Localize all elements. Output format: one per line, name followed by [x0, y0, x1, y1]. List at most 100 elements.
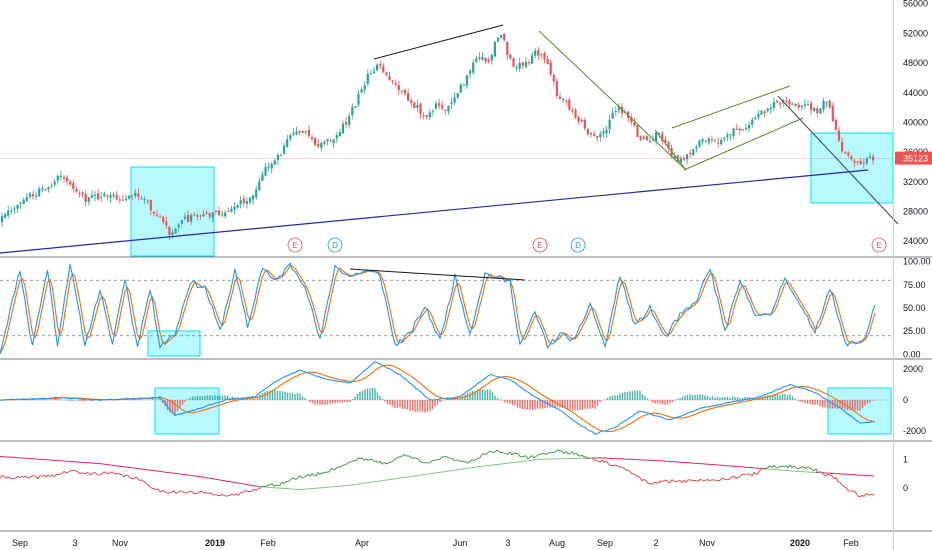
earnings-icon[interactable]: [871, 237, 887, 253]
candle[interactable]: [155, 209, 159, 218]
candle[interactable]: [81, 191, 84, 198]
candle[interactable]: [707, 136, 710, 146]
highlight-box[interactable]: [147, 330, 201, 357]
candle[interactable]: [642, 134, 645, 141]
candle[interactable]: [168, 225, 171, 241]
candle[interactable]: [744, 123, 748, 132]
candle[interactable]: [335, 132, 338, 144]
candle[interactable]: [75, 186, 78, 194]
candle[interactable]: [236, 204, 239, 210]
candle[interactable]: [211, 211, 214, 223]
candle[interactable]: [720, 137, 723, 147]
relative-strength-line[interactable]: [0, 449, 875, 498]
candle[interactable]: [22, 197, 25, 205]
candle[interactable]: [447, 105, 450, 115]
candle[interactable]: [379, 60, 382, 70]
candle[interactable]: [326, 138, 329, 146]
candle[interactable]: [698, 139, 701, 148]
candle[interactable]: [552, 72, 555, 86]
candle[interactable]: [779, 101, 782, 109]
candle[interactable]: [258, 177, 261, 191]
candle[interactable]: [419, 103, 422, 119]
candle[interactable]: [655, 131, 658, 146]
candle[interactable]: [341, 120, 345, 134]
candle[interactable]: [692, 148, 695, 157]
candle[interactable]: [270, 162, 273, 174]
candle[interactable]: [865, 157, 868, 166]
candle[interactable]: [450, 97, 453, 109]
candle[interactable]: [248, 196, 252, 205]
candle[interactable]: [571, 107, 574, 114]
candle[interactable]: [351, 103, 354, 119]
candle[interactable]: [775, 99, 779, 104]
candle[interactable]: [208, 211, 211, 220]
candle[interactable]: [224, 210, 227, 219]
candle[interactable]: [137, 188, 140, 201]
candle[interactable]: [431, 109, 434, 116]
candle[interactable]: [403, 88, 407, 97]
candle[interactable]: [549, 59, 552, 77]
candle[interactable]: [53, 178, 56, 188]
candle[interactable]: [323, 139, 326, 146]
price-scale[interactable]: 5600052000480004400040000360003200028000…: [895, 0, 932, 493]
channel-upper[interactable]: [671, 85, 791, 129]
candle[interactable]: [574, 107, 577, 120]
candle[interactable]: [28, 192, 31, 200]
candle[interactable]: [245, 197, 248, 209]
candle[interactable]: [568, 97, 571, 112]
candle[interactable]: [112, 192, 115, 199]
candle[interactable]: [196, 213, 199, 221]
candle[interactable]: [354, 105, 357, 109]
candle[interactable]: [710, 135, 713, 143]
candle[interactable]: [267, 162, 270, 172]
candle[interactable]: [611, 107, 614, 120]
candle[interactable]: [69, 179, 72, 186]
candle[interactable]: [314, 137, 317, 147]
event-marker-dividend[interactable]: D: [327, 237, 343, 253]
candle[interactable]: [264, 163, 267, 177]
candle[interactable]: [841, 137, 844, 154]
candle[interactable]: [301, 130, 304, 134]
support-trendline[interactable]: [0, 169, 869, 254]
candle[interactable]: [183, 212, 186, 221]
candle[interactable]: [261, 171, 264, 182]
candle[interactable]: [614, 106, 617, 117]
candle[interactable]: [794, 103, 797, 107]
candle[interactable]: [586, 128, 589, 137]
candle[interactable]: [822, 97, 825, 113]
candle[interactable]: [146, 199, 149, 204]
candle[interactable]: [791, 102, 794, 105]
candle[interactable]: [360, 87, 363, 94]
highlight-box[interactable]: [810, 132, 894, 204]
candle[interactable]: [7, 205, 10, 219]
candle[interactable]: [732, 127, 735, 140]
candle[interactable]: [531, 51, 534, 64]
candle[interactable]: [738, 126, 741, 136]
event-marker-earnings[interactable]: E: [871, 237, 887, 253]
candle[interactable]: [410, 97, 413, 108]
candle[interactable]: [540, 53, 543, 59]
candle[interactable]: [490, 53, 493, 65]
candle[interactable]: [813, 107, 816, 112]
event-marker-earnings[interactable]: E: [532, 237, 548, 253]
candle[interactable]: [456, 92, 459, 99]
downtrend-line[interactable]: [538, 30, 687, 171]
candle[interactable]: [760, 109, 763, 115]
candle[interactable]: [320, 140, 323, 152]
candle[interactable]: [59, 170, 62, 181]
candle[interactable]: [177, 222, 180, 232]
candle[interactable]: [788, 98, 791, 109]
candle[interactable]: [103, 191, 106, 198]
candle[interactable]: [465, 74, 469, 90]
candle[interactable]: [233, 202, 236, 215]
candle[interactable]: [856, 160, 859, 166]
candle[interactable]: [162, 215, 165, 225]
candle[interactable]: [667, 140, 670, 153]
candle[interactable]: [481, 51, 484, 61]
candle[interactable]: [310, 134, 314, 142]
macd-pane[interactable]: [0, 361, 893, 435]
candle[interactable]: [853, 159, 856, 168]
candle[interactable]: [66, 174, 69, 186]
candle[interactable]: [441, 100, 444, 111]
candle[interactable]: [214, 210, 217, 215]
